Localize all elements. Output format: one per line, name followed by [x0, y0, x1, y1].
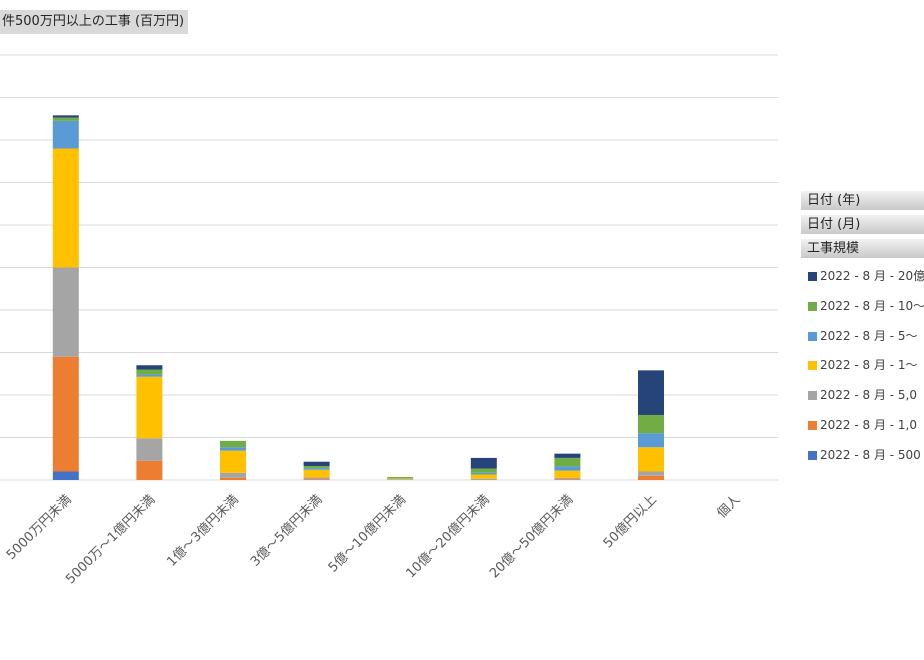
legend-label: 2022 - 8 月 - 1,0: [820, 417, 917, 432]
bar-segment: [470, 457, 497, 469]
field-button-year[interactable]: 日付 (年): [801, 190, 924, 210]
bar-segment: [638, 370, 664, 415]
chart-title: 件500万円以上の工事 (百万円): [0, 10, 189, 34]
bar-segment: [554, 477, 581, 480]
legend-label: 2022 - 8 月 - 20億: [820, 269, 924, 283]
x-tick-label: 20億～50億円未満: [486, 492, 576, 582]
bar-segment: [220, 472, 246, 478]
bar-segment: [470, 478, 497, 480]
bar-segment: [303, 468, 330, 470]
legend-swatch: [808, 301, 817, 311]
bar-segment: [136, 438, 163, 461]
x-tick-label: 3億～5億円未満: [247, 492, 325, 570]
bar-segment: [303, 469, 330, 478]
bar-segment: [136, 374, 163, 377]
bar-segment: [470, 472, 497, 475]
x-tick-label: 5億～10億円未満: [325, 492, 409, 576]
legend-label: 2022 - 8 月 - 10～: [820, 298, 924, 313]
bar-segment: [638, 447, 664, 472]
bar-segment: [52, 148, 79, 268]
bar-segment: [52, 356, 79, 472]
bar-segment: [136, 376, 163, 439]
legend-swatch: [808, 450, 817, 460]
bar-segment: [470, 468, 497, 473]
legend-swatch: [808, 331, 817, 341]
x-tick-label: 5000万～1億円未満: [63, 492, 159, 588]
bar-segment: [387, 477, 414, 479]
bar-segment: [220, 477, 246, 480]
bar-segment: [220, 440, 246, 448]
bar-segment: [303, 477, 330, 480]
legend-swatch: [808, 420, 817, 430]
bar-segment: [638, 433, 664, 448]
bar-segment: [554, 466, 581, 471]
bar-segment: [303, 479, 330, 480]
bar-segment: [554, 470, 581, 478]
field-button-scale[interactable]: 工事規模: [801, 238, 924, 258]
bar-segment: [220, 450, 246, 473]
bar-segment: [554, 479, 581, 480]
legend-label: 2022 - 8 月 - 5,0: [820, 388, 917, 403]
x-tick-label: 5000万円未満: [4, 492, 75, 563]
bar-segment: [303, 461, 330, 466]
bar-segment: [52, 117, 79, 121]
bar-series: [52, 115, 664, 480]
bar-segment: [136, 460, 163, 480]
x-tick-label: 1億～3億円未満: [164, 492, 242, 570]
bar-segment: [470, 474, 497, 479]
bar-segment: [52, 115, 79, 118]
x-tick-label: 個人: [714, 492, 743, 521]
bar-segment: [554, 453, 581, 458]
bar-segment: [303, 465, 330, 469]
bar-segment: [638, 471, 664, 476]
bar-segment: [52, 471, 79, 480]
legend-label: 2022 - 8 月 - 5～: [820, 328, 918, 343]
bar-segment: [136, 369, 163, 375]
bar-segment: [554, 457, 581, 467]
x-tick-label: 50億円以上: [600, 492, 660, 552]
bar-segment: [638, 475, 664, 480]
bar-segment: [52, 120, 79, 149]
bar-segment: [638, 414, 664, 434]
x-tick-label: 10億～20億円未満: [403, 492, 493, 582]
bar-segment: [387, 478, 414, 480]
legend-swatch: [808, 361, 817, 371]
bar-segment: [220, 447, 246, 451]
gridlines: [0, 54, 778, 481]
bar-segment: [52, 267, 79, 357]
legend-swatch: [808, 272, 817, 281]
bar-segment: [136, 365, 163, 370]
legend-label: 2022 - 8 月 - 1～: [820, 358, 918, 373]
legend-swatch: [808, 391, 817, 401]
legend-label: 2022 - 8 月 - 500: [820, 447, 921, 462]
field-button-month[interactable]: 日付 (月): [801, 214, 924, 234]
